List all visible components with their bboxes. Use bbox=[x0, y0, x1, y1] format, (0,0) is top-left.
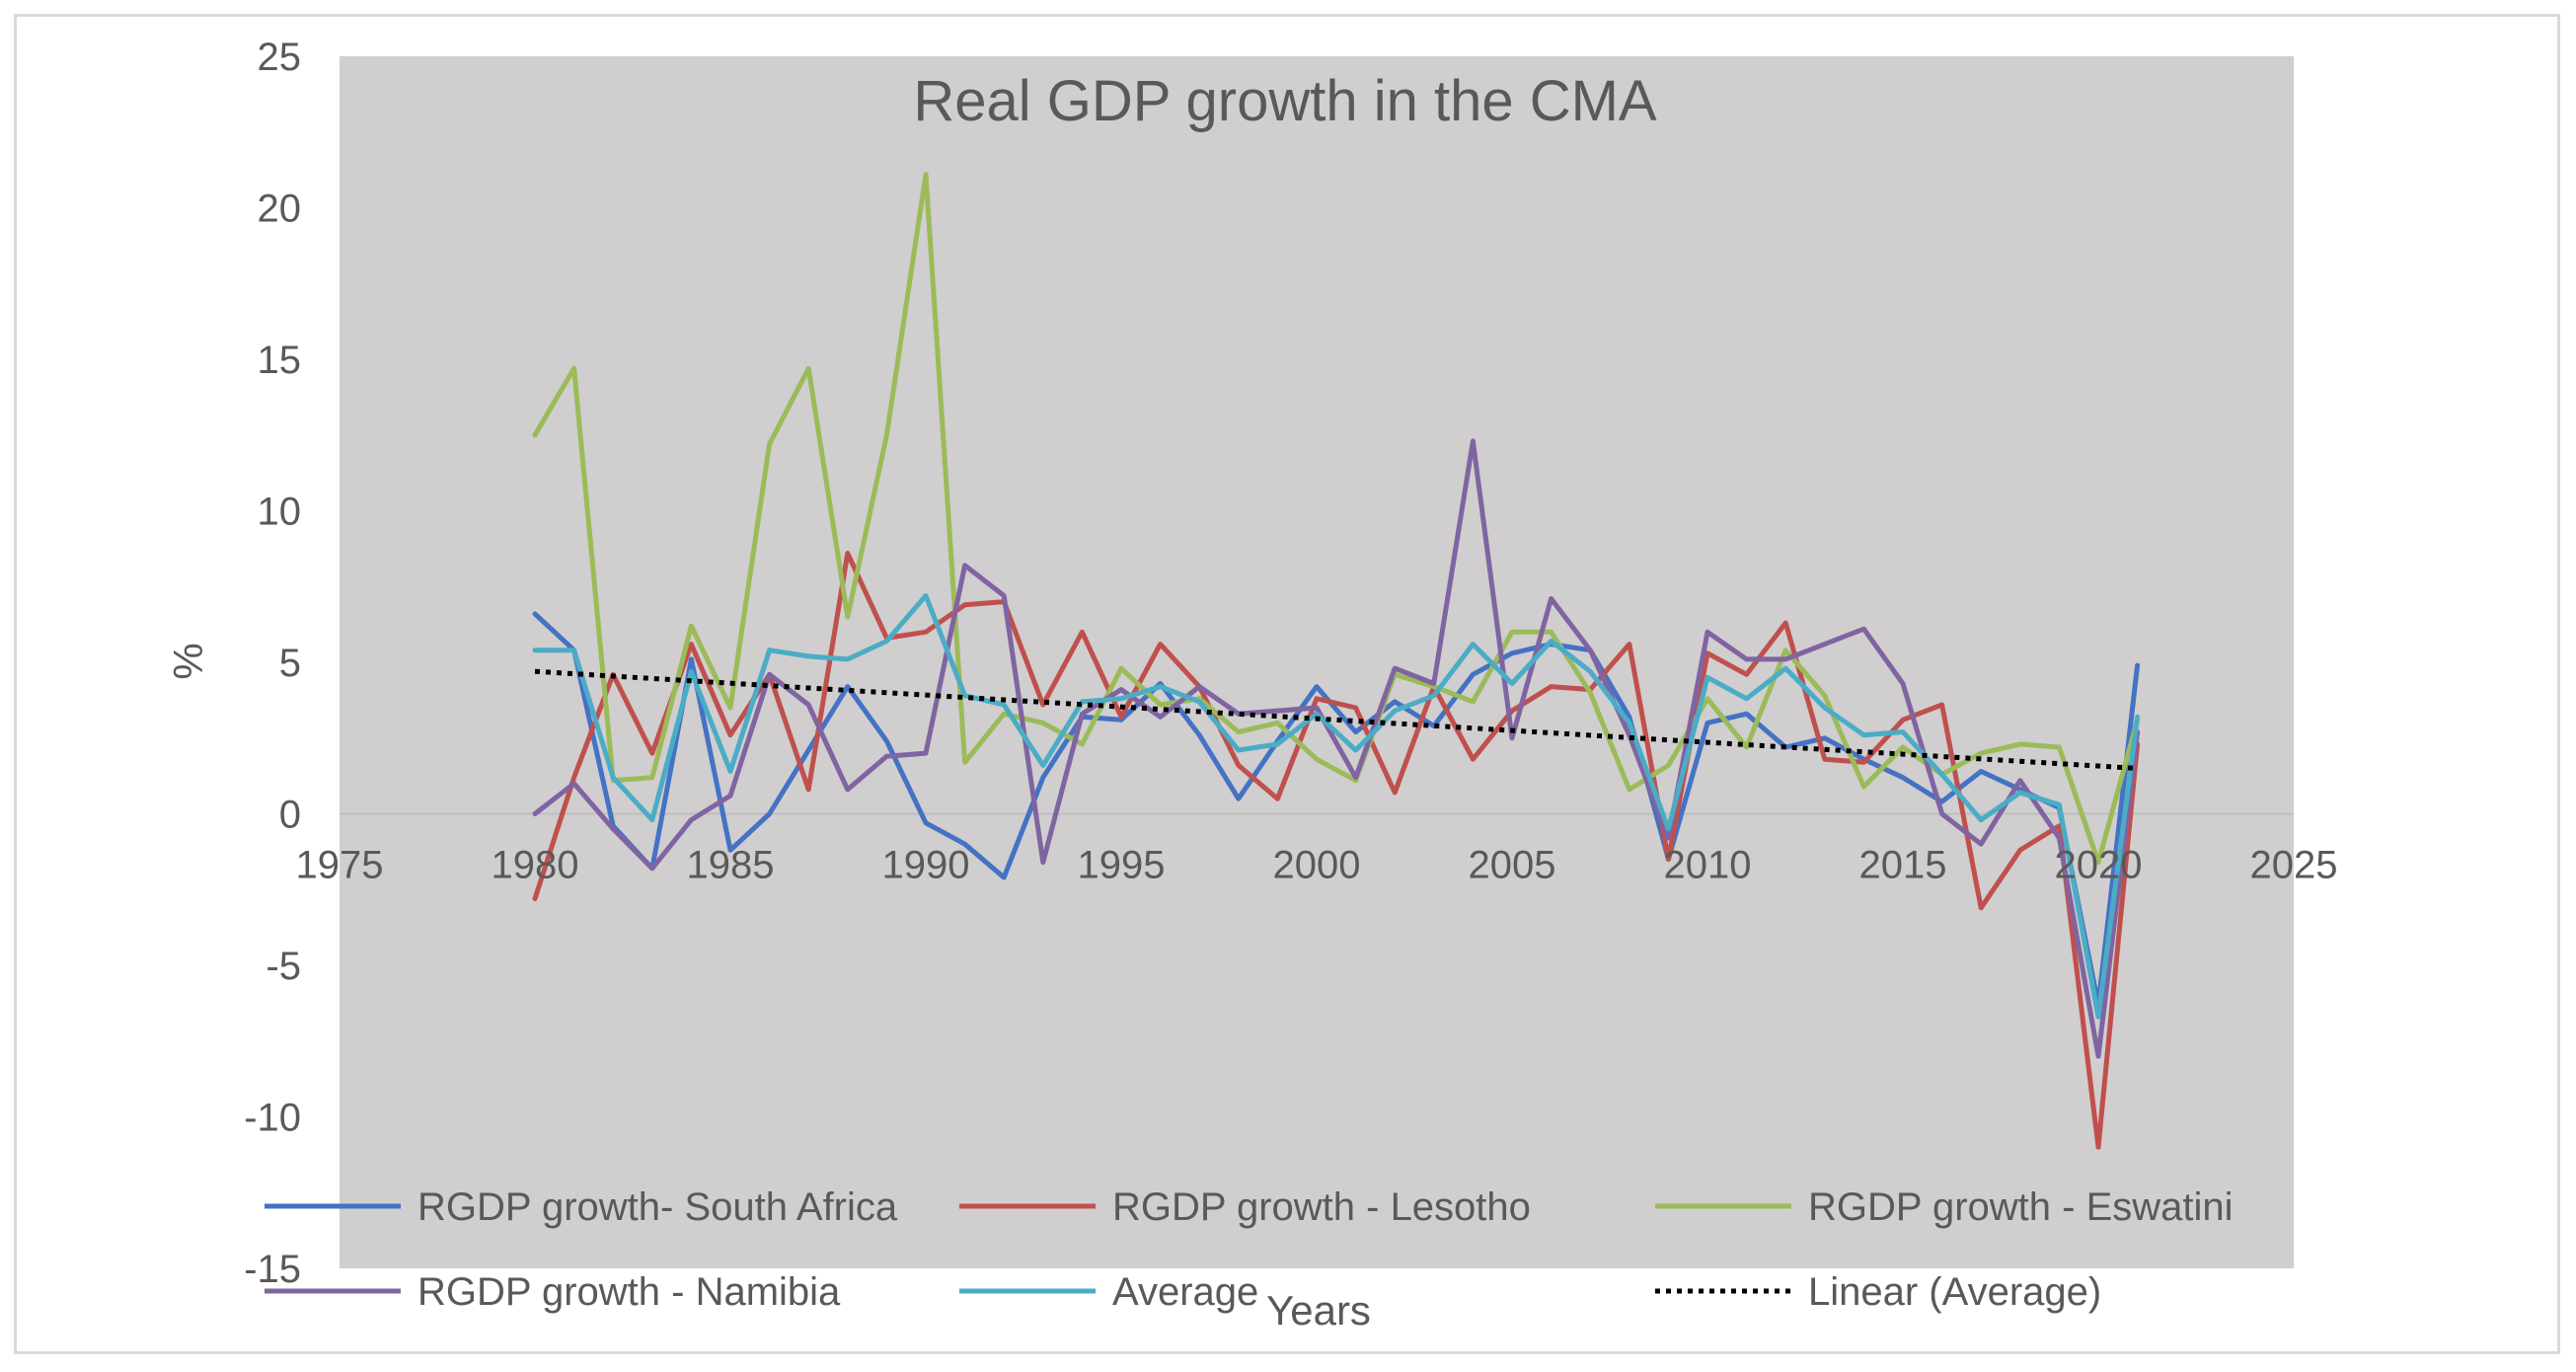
y-tick-label: 15 bbox=[258, 339, 302, 382]
y-tick-label: 25 bbox=[258, 36, 302, 79]
legend-label: Linear (Average) bbox=[1808, 1270, 2101, 1314]
x-tick-label: 2010 bbox=[1664, 844, 1752, 887]
legend-label: RGDP growth- South Africa bbox=[417, 1185, 898, 1229]
x-tick-label: 1980 bbox=[492, 844, 579, 887]
y-tick-label: 5 bbox=[279, 642, 301, 685]
y-axis: 25 20 15 10 5 0 -5 -10 -15 bbox=[244, 36, 301, 1291]
x-tick-label: 2025 bbox=[2250, 844, 2338, 887]
x-axis-label: Years bbox=[1266, 1287, 1371, 1334]
y-tick-label: 10 bbox=[258, 491, 302, 534]
x-tick-label: 2005 bbox=[1469, 844, 1556, 887]
series-line-1 bbox=[532, 611, 2141, 1008]
trendline bbox=[534, 668, 2138, 771]
y-tick-label: 0 bbox=[279, 794, 301, 837]
y-tick-label: -5 bbox=[265, 945, 301, 988]
y-tick-label: 20 bbox=[258, 188, 302, 231]
legend: RGDP growth- South Africa RGDP growth - L… bbox=[265, 1185, 2234, 1314]
y-axis-label: % bbox=[165, 643, 211, 679]
legend-label: RGDP growth - Eswatini bbox=[1808, 1185, 2234, 1229]
series-layer bbox=[532, 172, 2141, 1150]
x-tick-label: 1975 bbox=[296, 844, 384, 887]
y-tick-label: -15 bbox=[244, 1248, 301, 1291]
x-tick-label: 1990 bbox=[882, 844, 970, 887]
x-tick-label: 2000 bbox=[1273, 844, 1361, 887]
legend-label: RGDP growth - Lesotho bbox=[1112, 1185, 1531, 1229]
series-line-5 bbox=[532, 593, 2141, 1020]
y-tick-label: -10 bbox=[244, 1097, 301, 1140]
chart-title: Real GDP growth in the CMA bbox=[913, 69, 1657, 133]
x-tick-label: 1995 bbox=[1078, 844, 1166, 887]
x-tick-label: 1985 bbox=[687, 844, 775, 887]
x-tick-label: 2015 bbox=[1859, 844, 1947, 887]
x-tick-label: 2020 bbox=[2055, 844, 2143, 887]
plot-area bbox=[340, 56, 2294, 1268]
series-line-4 bbox=[532, 438, 2141, 1059]
series-line-3 bbox=[532, 172, 2141, 866]
x-axis: 1975 1980 1985 1990 1995 2000 2005 2010 2015 2020… bbox=[296, 844, 2338, 887]
series-line-2 bbox=[532, 551, 2141, 1150]
legend-label: RGDP growth - Namibia bbox=[417, 1270, 841, 1314]
legend-label: Average bbox=[1112, 1270, 1258, 1314]
